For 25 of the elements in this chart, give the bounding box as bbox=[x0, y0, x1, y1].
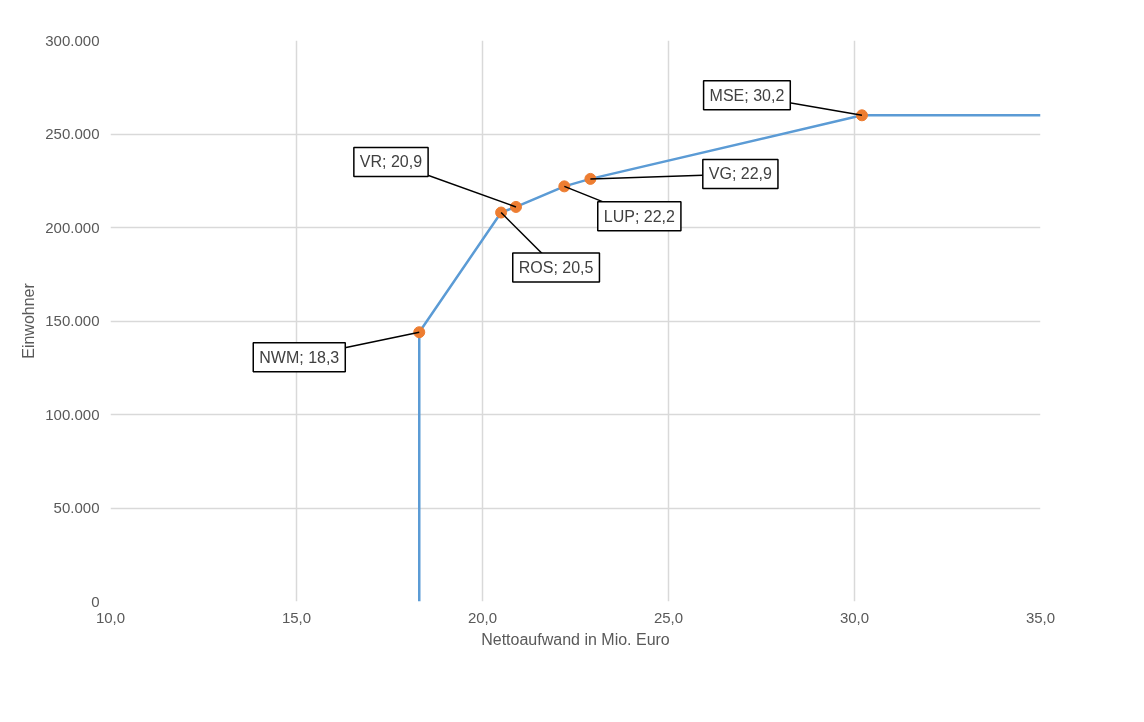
y-tick-label: 0 bbox=[91, 592, 100, 610]
y-tick-label: 300.000 bbox=[45, 31, 100, 49]
x-tick-label: 25,0 bbox=[653, 608, 684, 626]
x-tick-label: 15,0 bbox=[281, 608, 312, 626]
x-tick-label: 35,0 bbox=[1025, 608, 1056, 626]
x-tick-label: 10,0 bbox=[95, 608, 126, 626]
x-tick-label: 30,0 bbox=[839, 608, 870, 626]
x-tick-label: 20,0 bbox=[467, 608, 498, 626]
annotation: NWM; 18,3 bbox=[259, 348, 340, 366]
annotation: VG; 22,9 bbox=[708, 165, 773, 183]
y-tick-label: 250.000 bbox=[45, 125, 100, 142]
annotation: ROS; 20,5 bbox=[518, 259, 594, 277]
point bbox=[558, 180, 571, 193]
annotation: VR; 20,9 bbox=[359, 153, 423, 171]
y-tick-label: 150.000 bbox=[45, 312, 100, 329]
x-axis-title: Nettoaufwand in Mio. Euro bbox=[481, 630, 670, 648]
y-tick-label: 100.000 bbox=[45, 405, 100, 423]
y-tick-label: 50.000 bbox=[53, 499, 100, 516]
point bbox=[509, 200, 522, 213]
point bbox=[413, 326, 426, 339]
annotation: LUP; 22,2 bbox=[603, 207, 676, 225]
y-axis-title: Einwohner bbox=[20, 282, 38, 359]
annotation: MSE; 30,2 bbox=[709, 86, 785, 104]
point bbox=[495, 206, 508, 219]
y-tick-label: 200.000 bbox=[45, 218, 100, 236]
